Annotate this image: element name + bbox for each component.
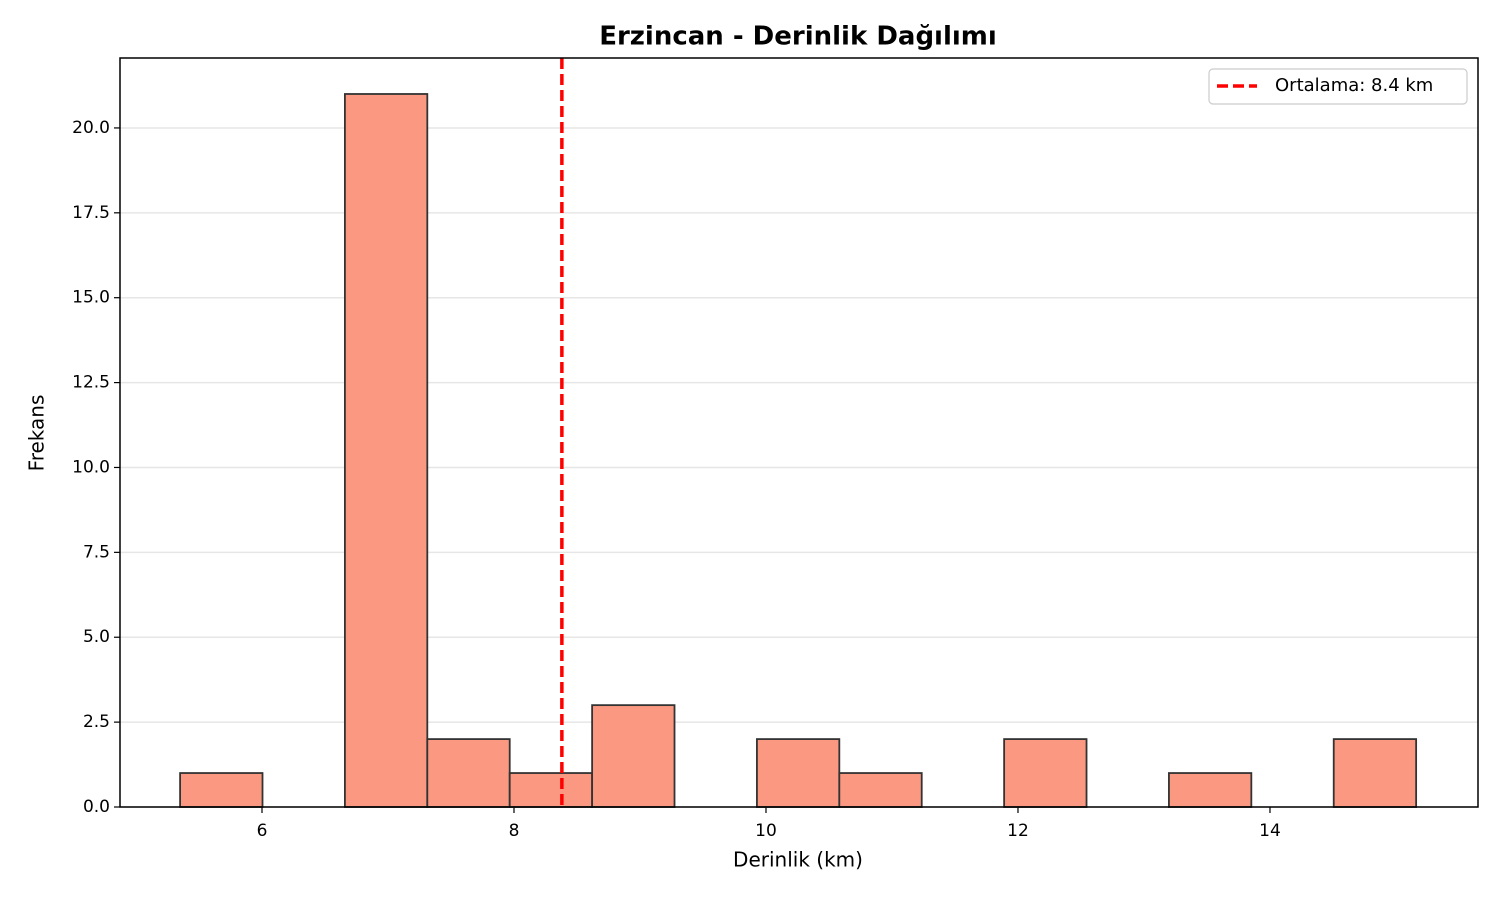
x-tick-label: 14 bbox=[1259, 821, 1281, 841]
legend-label: Ortalama: 8.4 km bbox=[1275, 75, 1433, 96]
plot-frame bbox=[119, 57, 1479, 808]
legend-box bbox=[1208, 68, 1468, 105]
bar bbox=[1003, 738, 1088, 808]
bar bbox=[838, 772, 923, 808]
bar bbox=[756, 738, 841, 808]
y-tick-label: 15.0 bbox=[72, 288, 110, 308]
x-tick-label: 12 bbox=[1007, 821, 1029, 841]
bar bbox=[344, 93, 429, 808]
bar bbox=[1332, 738, 1418, 808]
x-tick-label: 6 bbox=[257, 821, 268, 841]
y-tick-label: 12.5 bbox=[72, 373, 110, 393]
bar bbox=[426, 738, 511, 808]
bar bbox=[1168, 772, 1253, 808]
bar bbox=[508, 772, 594, 808]
y-tick-label: 0.0 bbox=[83, 797, 110, 817]
y-tick-label: 5.0 bbox=[83, 627, 110, 647]
bar bbox=[179, 772, 264, 808]
chart-title: Erzincan - Derinlik Dağılımı bbox=[599, 22, 997, 52]
y-tick-label: 20.0 bbox=[72, 118, 110, 138]
y-tick-label: 10.0 bbox=[72, 457, 110, 477]
bar bbox=[591, 704, 676, 808]
y-tick-label: 2.5 bbox=[83, 712, 110, 732]
x-tick-label: 10 bbox=[755, 821, 777, 841]
x-tick-label: 8 bbox=[509, 821, 520, 841]
x-axis-label: Derinlik (km) bbox=[733, 848, 863, 872]
y-tick-label: 7.5 bbox=[83, 542, 110, 562]
y-tick-label: 17.5 bbox=[72, 203, 110, 223]
y-axis-label: Frekans bbox=[25, 395, 49, 472]
